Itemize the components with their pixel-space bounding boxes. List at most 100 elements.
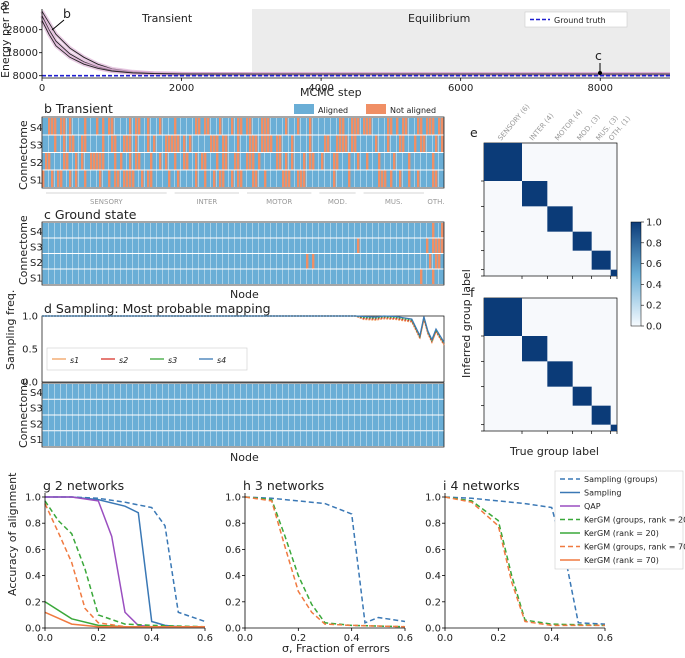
b-cell xyxy=(342,135,345,152)
b-gap xyxy=(186,170,187,187)
c-cell xyxy=(435,254,438,269)
b-cell xyxy=(369,118,372,135)
d-row-bg xyxy=(42,399,444,415)
c-gap xyxy=(408,269,409,284)
c-gap xyxy=(240,238,241,253)
d-gap xyxy=(48,384,49,399)
c-gap xyxy=(120,238,121,253)
c-row-bg xyxy=(42,269,444,284)
b-gap xyxy=(144,135,145,152)
d-gap xyxy=(318,415,319,431)
c-gap xyxy=(342,254,343,269)
c-gap xyxy=(186,254,187,269)
d-gap xyxy=(420,415,421,431)
b-gap xyxy=(432,135,433,152)
c-gap xyxy=(204,254,205,269)
panel-b: b Transient Aligned Not aligned S4 S3 S2 S1… xyxy=(17,101,445,206)
b-cell xyxy=(309,153,312,170)
c-gap xyxy=(132,223,133,238)
b-gap xyxy=(372,153,373,170)
b-cell xyxy=(249,135,252,152)
d-gap xyxy=(294,399,295,415)
c-gap xyxy=(282,269,283,284)
d-gap xyxy=(150,431,151,446)
d-line-s1 xyxy=(42,315,445,346)
c-gap xyxy=(192,254,193,269)
e-block-2 xyxy=(522,181,548,207)
b-gap xyxy=(66,118,67,135)
d-gap xyxy=(288,399,289,415)
d-gap xyxy=(210,415,211,431)
b-cell xyxy=(84,118,87,135)
c-cell xyxy=(441,223,444,238)
c-gap xyxy=(120,269,121,284)
d-gap xyxy=(330,399,331,415)
b-cell xyxy=(267,118,270,135)
b-gap xyxy=(162,118,163,135)
c-gap xyxy=(282,254,283,269)
b-cell xyxy=(264,170,267,187)
b-gap xyxy=(306,170,307,187)
b-cell xyxy=(123,170,126,187)
b-gap xyxy=(366,135,367,152)
d-gap xyxy=(372,415,373,431)
b-gap xyxy=(354,153,355,170)
d-gap xyxy=(324,384,325,399)
b-cell xyxy=(153,135,156,152)
d-gap xyxy=(378,384,379,399)
c-gap xyxy=(288,269,289,284)
c-gap xyxy=(258,254,259,269)
b-gap xyxy=(198,170,199,187)
panel-g-xtick-label: 0.0 xyxy=(37,633,53,644)
b-gap xyxy=(330,118,331,135)
b-title: b Transient xyxy=(44,101,113,116)
b-gap xyxy=(174,170,175,187)
c-gap xyxy=(426,223,427,238)
b-gap xyxy=(390,135,391,152)
b-gap xyxy=(318,118,319,135)
d-gap xyxy=(228,431,229,446)
e-block-5 xyxy=(591,250,611,270)
c-gap xyxy=(126,254,127,269)
b-cell xyxy=(384,170,387,187)
c-row-bg xyxy=(42,238,444,253)
b-cell xyxy=(111,118,114,135)
b-gap xyxy=(324,170,325,187)
d-gap xyxy=(264,399,265,415)
c-gap xyxy=(138,238,139,253)
d-gap xyxy=(198,431,199,446)
c-gap xyxy=(102,254,103,269)
d-gap xyxy=(138,399,139,415)
b-group-label: MUS. xyxy=(385,198,403,206)
c-gap xyxy=(414,254,415,269)
d-gap xyxy=(102,431,103,446)
c-gap xyxy=(84,254,85,269)
d-gap xyxy=(150,384,151,399)
c-gap xyxy=(288,223,289,238)
d-gap xyxy=(54,431,55,446)
b-cell xyxy=(165,135,168,152)
panel-c: c Ground state S4 S3 S2 S1 Connectome Node xyxy=(17,207,445,301)
c-gap xyxy=(78,223,79,238)
b-cell xyxy=(51,118,54,135)
d-row-label: S2 xyxy=(30,419,43,430)
b-cell xyxy=(63,135,66,152)
c-gap xyxy=(330,254,331,269)
c-gap xyxy=(168,223,169,238)
b-gap xyxy=(222,118,223,135)
d-gap xyxy=(204,415,205,431)
c-gap xyxy=(396,223,397,238)
c-gap xyxy=(378,238,379,253)
c-gap xyxy=(396,269,397,284)
c-gap xyxy=(198,238,199,253)
c-cell xyxy=(357,238,360,253)
c-gap xyxy=(192,223,193,238)
c-gap xyxy=(168,238,169,253)
b-gap xyxy=(258,118,259,135)
c-row-bg xyxy=(42,254,444,269)
b-gap xyxy=(156,118,157,135)
d-gap xyxy=(120,415,121,431)
b-gap xyxy=(90,170,91,187)
panel-g-title: g 2 networks xyxy=(43,478,124,493)
ghi-legend-label-kergm_groups_70: KerGM (groups, rank = 70) xyxy=(584,543,685,552)
